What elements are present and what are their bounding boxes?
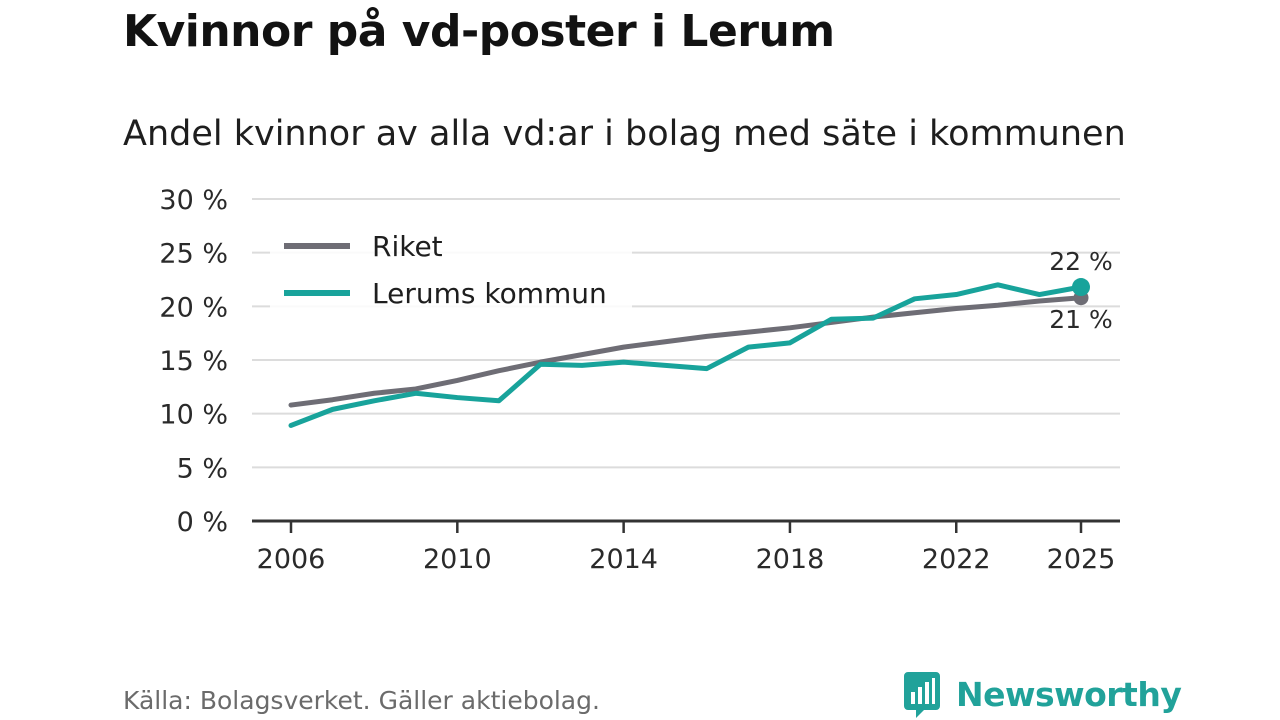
newsworthy-logo-icon [904,672,940,718]
series-line-lerum [288,282,1084,428]
source-note: Källa: Bolagsverket. Gäller aktiebolag. [123,686,600,715]
x-tick-label: 2022 [922,544,991,575]
y-tick-label: 20 % [159,292,228,323]
y-tick-label: 10 % [159,400,228,431]
legend-label-riket: Riket [372,230,443,263]
x-tick-label: 2010 [423,544,492,575]
end-label-riket: 21 % [1049,305,1113,334]
legend-label-lerum: Lerums kommun [372,277,607,310]
axis-layer: 0 % 5 % 10 % 15 % 20 % 25 % 30 % 2006 2010 2014 20… [159,185,1120,575]
y-tick-label: 15 % [159,346,228,377]
x-tick-label: 2018 [756,544,825,575]
y-tick-label: 30 % [159,185,228,216]
brand-logo[interactable]: Newsworthy [902,668,1182,720]
brand-name: Newsworthy [956,674,1182,714]
x-tick-label: 2006 [257,544,326,575]
series-line-riket [288,295,1084,408]
end-point-lerum [1072,278,1090,297]
chart-title: Kvinnor på vd-poster i Lerum [123,6,835,57]
x-tick-label: 2025 [1047,544,1116,575]
x-tick-label: 2014 [589,544,658,575]
legend: Riket Lerums kommun [270,220,632,318]
chart-subtitle: Andel kvinnor av alla vd:ar i bolag med … [123,114,1126,154]
y-tick-label: 5 % [177,453,228,484]
legend-background [270,220,632,318]
series-layer: 22 % 21 % [288,247,1113,428]
y-tick-label: 0 % [177,507,228,538]
y-tick-label: 25 % [159,239,228,270]
end-label-lerum: 22 % [1049,247,1113,276]
